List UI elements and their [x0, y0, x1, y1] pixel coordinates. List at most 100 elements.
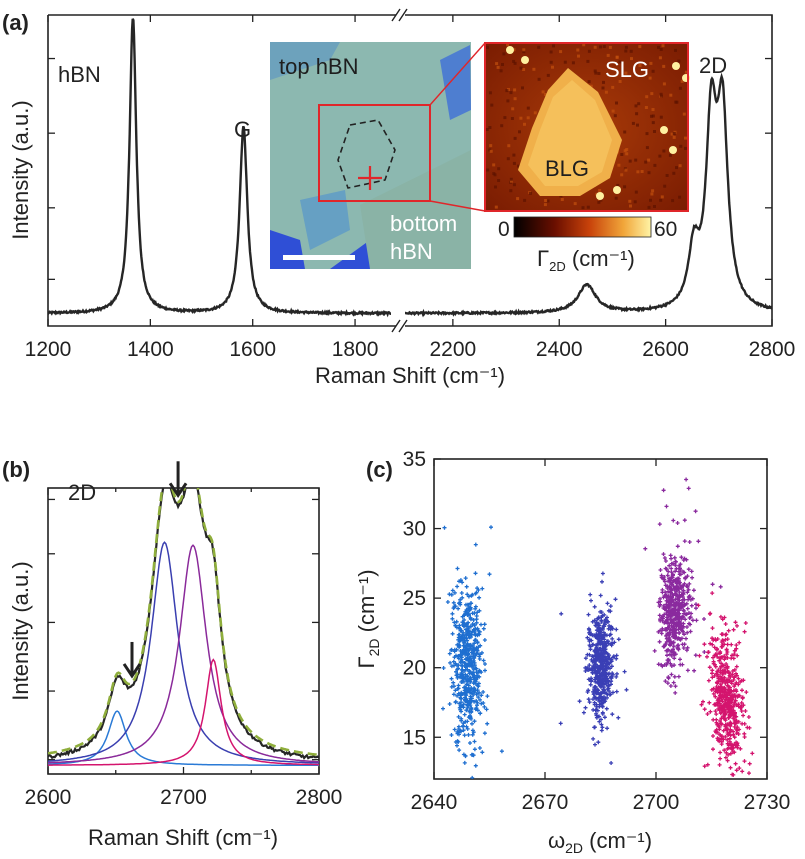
scatter-point	[715, 681, 720, 686]
scatter-point	[718, 670, 723, 675]
scatter-point	[732, 750, 737, 755]
scatter-point	[683, 612, 688, 617]
scatter-point	[657, 522, 662, 527]
scatter-point	[466, 643, 471, 648]
scatter-point	[598, 671, 602, 676]
scatter-point	[723, 655, 728, 660]
scatter-point	[457, 705, 462, 710]
scatter-point	[605, 651, 610, 656]
scatter-point	[718, 750, 723, 755]
scatter-point	[459, 729, 464, 734]
scatter-point	[473, 632, 478, 637]
scatter-point	[667, 603, 672, 608]
scatter-point	[725, 642, 730, 647]
scatter-point	[586, 626, 591, 631]
scatter-point	[594, 702, 599, 707]
scatter-point	[684, 648, 689, 653]
scatter-point	[733, 761, 738, 766]
scatter-point	[722, 748, 727, 753]
scatter-point	[731, 708, 736, 713]
scatter-point	[609, 625, 614, 630]
scatter-point	[605, 695, 609, 700]
scatter-point	[457, 748, 462, 753]
scatter-point	[468, 642, 473, 647]
scatter-point	[735, 653, 740, 658]
scatter-point	[408, 626, 412, 630]
scatter-point	[471, 730, 476, 735]
scatter-point	[466, 732, 471, 737]
scatter-point	[474, 651, 479, 656]
scatter-point	[595, 650, 600, 655]
scatter-point	[597, 636, 602, 641]
scatter-point	[456, 606, 461, 611]
scatter-point	[600, 725, 605, 730]
scatter-point	[591, 692, 596, 697]
scatter-point	[668, 684, 673, 688]
scatter-point	[586, 688, 591, 693]
y-tick-label: 30	[403, 518, 426, 541]
y-tick-label: 15	[403, 726, 426, 749]
scatter-point	[441, 666, 446, 670]
scatter-point	[489, 525, 493, 530]
scatter-point	[711, 638, 716, 643]
scatter-point	[465, 592, 470, 597]
scatter-point	[718, 706, 722, 711]
scatter-point	[678, 572, 683, 577]
scatter-point	[734, 768, 739, 773]
scatter-point	[701, 699, 705, 704]
scatter-point	[710, 668, 715, 673]
scatter-point	[610, 712, 615, 717]
scatter-point	[465, 719, 470, 724]
scatter-point	[702, 617, 706, 621]
scatter-point	[457, 579, 462, 584]
scatter-point	[460, 595, 465, 600]
scatter-point	[612, 640, 617, 645]
scatter-point	[657, 639, 662, 644]
scatter-point	[665, 584, 670, 589]
scatter-point	[453, 699, 458, 704]
scatter-point	[726, 628, 731, 633]
scatter-point	[475, 640, 480, 645]
scatter-point	[609, 761, 614, 765]
scatter-point	[732, 674, 737, 679]
scatter-point	[471, 618, 476, 622]
scatter-point	[456, 714, 461, 719]
panel-a-ticks: 1200 1400 1600 1800 2200 2400 2600 2800	[25, 15, 795, 361]
scatter-point	[730, 795, 734, 799]
scatter-point	[666, 658, 671, 663]
scatter-point	[597, 719, 602, 724]
scatter-point	[713, 664, 718, 669]
panel-b-arrows	[122, 461, 188, 679]
scatter-point	[476, 645, 481, 650]
scatter-point	[670, 592, 675, 596]
scatter-point	[605, 601, 610, 606]
scatter-point	[459, 700, 463, 705]
scatter-point	[587, 700, 592, 705]
scatter-point	[482, 638, 487, 642]
scatter-point	[664, 504, 669, 509]
scatter-point	[729, 721, 734, 726]
scatter-point	[719, 722, 724, 727]
scatter-point	[673, 569, 678, 574]
x-tick-label: 2200	[430, 338, 477, 361]
scatter-point	[717, 737, 722, 742]
spectrum-line-right	[405, 72, 772, 318]
scatter-point	[472, 660, 477, 665]
scatter-point	[457, 732, 461, 737]
scatter-point	[477, 652, 482, 657]
scatter-point	[455, 566, 460, 571]
scatter-point	[727, 739, 732, 744]
scatter-point	[716, 814, 720, 818]
scatter-point	[664, 628, 668, 633]
scatter-point	[729, 700, 734, 705]
scatter-point	[747, 725, 752, 730]
scatter-point	[723, 718, 728, 723]
scatter-point	[472, 656, 477, 660]
scatter-point	[481, 690, 486, 694]
scatter-point	[595, 677, 600, 682]
scatter-point	[671, 647, 675, 652]
scatter-point	[586, 697, 591, 702]
scatter-point	[472, 747, 477, 752]
scatter-point	[746, 715, 751, 719]
scatter-point	[452, 590, 457, 595]
